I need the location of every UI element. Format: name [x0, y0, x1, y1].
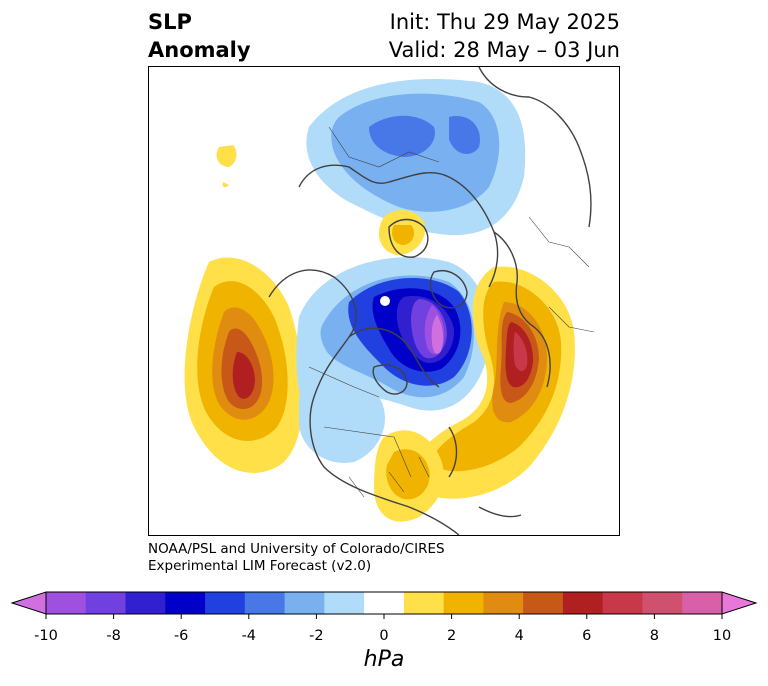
colorbar-segment	[125, 592, 166, 614]
colorbar-tick-label: 2	[446, 628, 457, 644]
western-north-america-low	[299, 376, 385, 463]
colorbar-segment	[205, 592, 246, 614]
colorbar-segment	[85, 592, 127, 614]
colorbar-unit: hPa	[363, 647, 405, 672]
colorbar-segment	[602, 592, 643, 614]
colorbar-segment	[284, 592, 325, 614]
colorbar-segment	[523, 592, 564, 614]
colorbar-segment	[46, 592, 87, 614]
colorbar-tick-label: 4	[514, 628, 524, 644]
colorbar-segment	[562, 592, 604, 614]
credit-line-2: Experimental LIM Forecast (v2.0)	[148, 558, 372, 574]
title-line-2: Anomaly	[148, 38, 251, 62]
colorbar-tick-label: 8	[649, 628, 659, 644]
colorbar-tick-label: -2	[309, 628, 324, 644]
colorbar-segment	[364, 592, 405, 614]
valid-range: Valid: 28 May – 03 Jun	[388, 38, 620, 62]
eurasian-low-anomaly	[306, 79, 526, 236]
colorbar-tick-label: 6	[582, 628, 592, 644]
init-date: Init: Thu 29 May 2025	[389, 10, 620, 34]
credit-line-1: NOAA/PSL and University of Colorado/CIRE…	[148, 541, 445, 557]
colorbar-min-arrow	[10, 591, 47, 615]
colorbar-segment	[403, 592, 445, 614]
colorbar-tick-label: 10	[712, 628, 732, 644]
colorbar-max-arrow	[721, 591, 758, 615]
slp-anomaly-map	[184, 67, 595, 535]
colorbar-tick-label: 0	[379, 628, 389, 644]
political-borders	[308, 126, 595, 498]
credit-text: NOAA/PSL and University of Colorado/CIRE…	[148, 541, 445, 575]
colorbar-segment	[682, 592, 723, 614]
colorbar-tick-label: -4	[241, 628, 257, 644]
colorbar-segment	[443, 592, 484, 614]
arctic-low-anomaly	[296, 257, 489, 423]
pacific-high-anomaly	[184, 145, 304, 473]
colorbar-segment	[483, 592, 524, 614]
title-line-1: SLP	[148, 10, 192, 34]
atlantic-high-anomaly	[411, 266, 575, 499]
colorbar-tick-label: -10	[34, 628, 58, 644]
colorbar	[10, 591, 758, 619]
colorbar-tick-label: -8	[106, 628, 121, 644]
forecast-dates: Init: Thu 29 May 2025 Valid: 28 May – 03…	[389, 8, 620, 64]
colorbar-segment	[642, 592, 683, 614]
colorbar-tick-label: -6	[173, 628, 189, 644]
colorbar-segment	[165, 592, 206, 614]
map-panel	[148, 66, 620, 536]
map-title: SLP Anomaly	[148, 8, 251, 64]
colorbar-segment	[244, 592, 286, 614]
colorbar-segment	[324, 592, 365, 614]
coastlines	[268, 67, 592, 535]
